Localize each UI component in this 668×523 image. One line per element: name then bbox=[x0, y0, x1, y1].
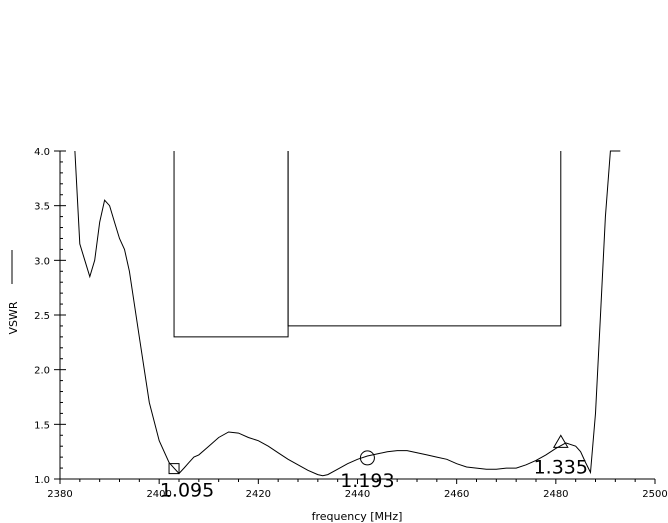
x-tick-label: 2400 bbox=[146, 489, 171, 500]
vswr-line bbox=[74, 150, 621, 477]
mask-rectangle bbox=[287, 151, 562, 327]
x-tick-label: 2440 bbox=[345, 489, 370, 500]
x-tick-label: 2380 bbox=[47, 489, 72, 500]
y-tick-label: 3.5 bbox=[34, 202, 50, 213]
y-tick-label: 2.0 bbox=[34, 366, 50, 377]
mask-rectangle bbox=[173, 151, 289, 338]
marker-label-square: 1.095 bbox=[160, 480, 214, 502]
x-axis-title: frequency [MHz] bbox=[312, 510, 403, 523]
x-tick-label: 2500 bbox=[642, 489, 667, 500]
square-marker bbox=[168, 463, 180, 475]
x-tick-label: 2420 bbox=[246, 489, 271, 500]
triangle-marker bbox=[552, 434, 569, 448]
y-tick-label: 1.5 bbox=[34, 420, 50, 431]
markers: 1.095 1.193 1.335 bbox=[160, 434, 588, 502]
circle-marker bbox=[359, 450, 375, 466]
vswr-series bbox=[74, 150, 621, 477]
axis-ticks: 2380 2400 2420 2440 2460 2480 2500 1.0 1.5 2.0 2.5… bbox=[34, 147, 668, 500]
x-tick-label: 2460 bbox=[444, 489, 469, 500]
y-tick-label: 3.0 bbox=[34, 256, 50, 267]
y-tick-label: 4.0 bbox=[34, 147, 50, 158]
x-tick-label: 2480 bbox=[543, 489, 568, 500]
plot-frame bbox=[59, 151, 655, 480]
y-tick-label: 2.5 bbox=[34, 311, 50, 322]
mask-rectangles bbox=[173, 151, 562, 338]
marker-label-triangle: 1.335 bbox=[534, 456, 588, 478]
y-axis-title: VSWR bbox=[7, 301, 20, 334]
marker-label-circle: 1.193 bbox=[340, 470, 394, 492]
y-tick-label: 1.0 bbox=[34, 475, 50, 486]
